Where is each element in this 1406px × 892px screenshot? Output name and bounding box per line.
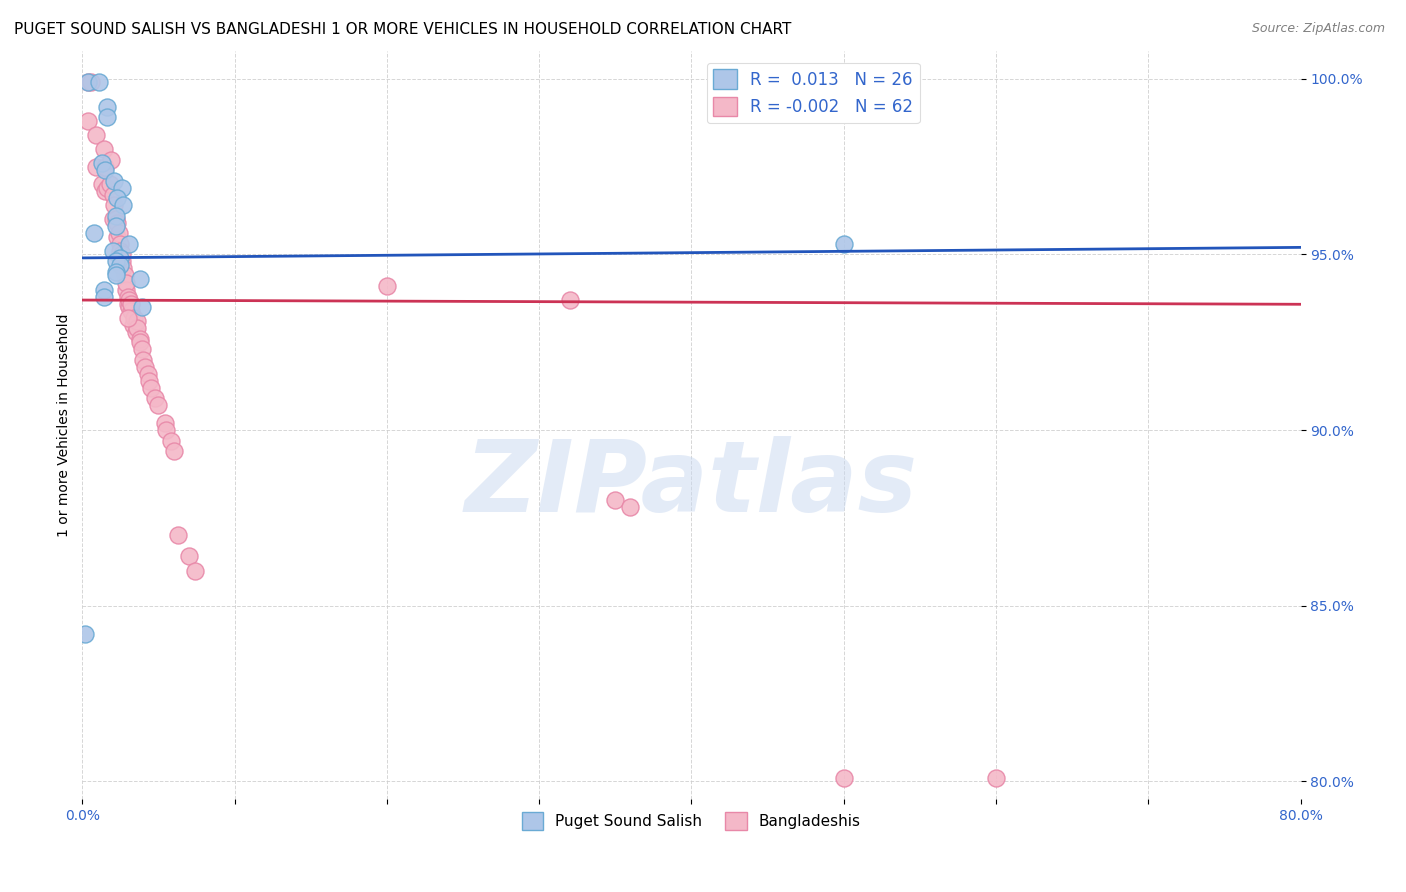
Point	[115, 276, 138, 290]
Point	[184, 564, 207, 578]
Point	[104, 254, 127, 268]
Point	[120, 303, 142, 318]
Point	[118, 300, 141, 314]
Point	[177, 549, 200, 564]
Point	[101, 212, 124, 227]
Point	[117, 289, 139, 303]
Point	[83, 227, 105, 241]
Point	[132, 352, 155, 367]
Point	[103, 198, 125, 212]
Point	[129, 272, 152, 286]
Point	[75, 626, 97, 640]
Y-axis label: 1 or more Vehicles in Household: 1 or more Vehicles in Household	[58, 313, 72, 536]
Point	[110, 236, 132, 251]
Point	[112, 198, 135, 212]
Point	[91, 177, 114, 191]
Point	[96, 111, 118, 125]
Point	[159, 434, 181, 448]
Point	[163, 444, 186, 458]
Legend: Puget Sound Salish, Bangladeshis: Puget Sound Salish, Bangladeshis	[516, 806, 868, 836]
Point	[138, 374, 160, 388]
Point	[96, 100, 118, 114]
Point	[108, 227, 131, 241]
Point	[101, 187, 124, 202]
Point	[84, 128, 107, 142]
Point	[134, 359, 156, 374]
Point	[375, 279, 398, 293]
Point	[103, 174, 125, 188]
Point	[127, 314, 149, 328]
Point	[127, 321, 149, 335]
Point	[122, 310, 145, 325]
Point	[84, 160, 107, 174]
Point	[117, 310, 139, 325]
Point	[118, 293, 141, 307]
Point	[100, 153, 122, 167]
Point	[93, 289, 115, 303]
Point	[77, 75, 100, 89]
Point	[111, 180, 134, 194]
Point	[105, 191, 128, 205]
Point	[129, 332, 152, 346]
Point	[105, 216, 128, 230]
Point	[145, 392, 167, 406]
Point	[129, 335, 152, 350]
Point	[111, 247, 134, 261]
Point	[105, 230, 128, 244]
Point	[111, 254, 134, 268]
Point	[93, 142, 115, 156]
Point	[155, 423, 177, 437]
Point	[131, 300, 153, 314]
Point	[77, 75, 100, 89]
Point	[104, 268, 127, 283]
Point	[114, 268, 136, 283]
Point	[94, 163, 117, 178]
Point	[832, 236, 855, 251]
Point	[110, 251, 132, 265]
Point	[121, 318, 143, 332]
Point	[93, 283, 115, 297]
Point	[136, 367, 159, 381]
Point	[96, 180, 118, 194]
Point	[115, 283, 138, 297]
Point	[167, 528, 190, 542]
Point	[832, 771, 855, 785]
Point	[118, 236, 141, 251]
Point	[104, 265, 127, 279]
Point	[605, 493, 627, 508]
Text: ZIPatlas: ZIPatlas	[465, 436, 918, 533]
Point	[120, 296, 142, 310]
Point	[104, 209, 127, 223]
Point	[94, 184, 117, 198]
Text: Source: ZipAtlas.com: Source: ZipAtlas.com	[1251, 22, 1385, 36]
Point	[110, 258, 132, 272]
Point	[80, 75, 103, 89]
Point	[104, 212, 127, 227]
Point	[148, 399, 170, 413]
Point	[558, 293, 581, 307]
Point	[98, 177, 121, 191]
Point	[112, 261, 135, 276]
Point	[87, 75, 110, 89]
Point	[153, 416, 176, 430]
Point	[110, 244, 132, 258]
Point	[984, 771, 1007, 785]
Point	[91, 156, 114, 170]
Point	[104, 219, 127, 234]
Point	[131, 343, 153, 357]
Point	[101, 244, 124, 258]
Point	[77, 114, 100, 128]
Point	[94, 160, 117, 174]
Point	[117, 296, 139, 310]
Point	[139, 381, 162, 395]
Text: PUGET SOUND SALISH VS BANGLADESHI 1 OR MORE VEHICLES IN HOUSEHOLD CORRELATION CH: PUGET SOUND SALISH VS BANGLADESHI 1 OR M…	[14, 22, 792, 37]
Point	[124, 325, 146, 339]
Point	[619, 500, 641, 515]
